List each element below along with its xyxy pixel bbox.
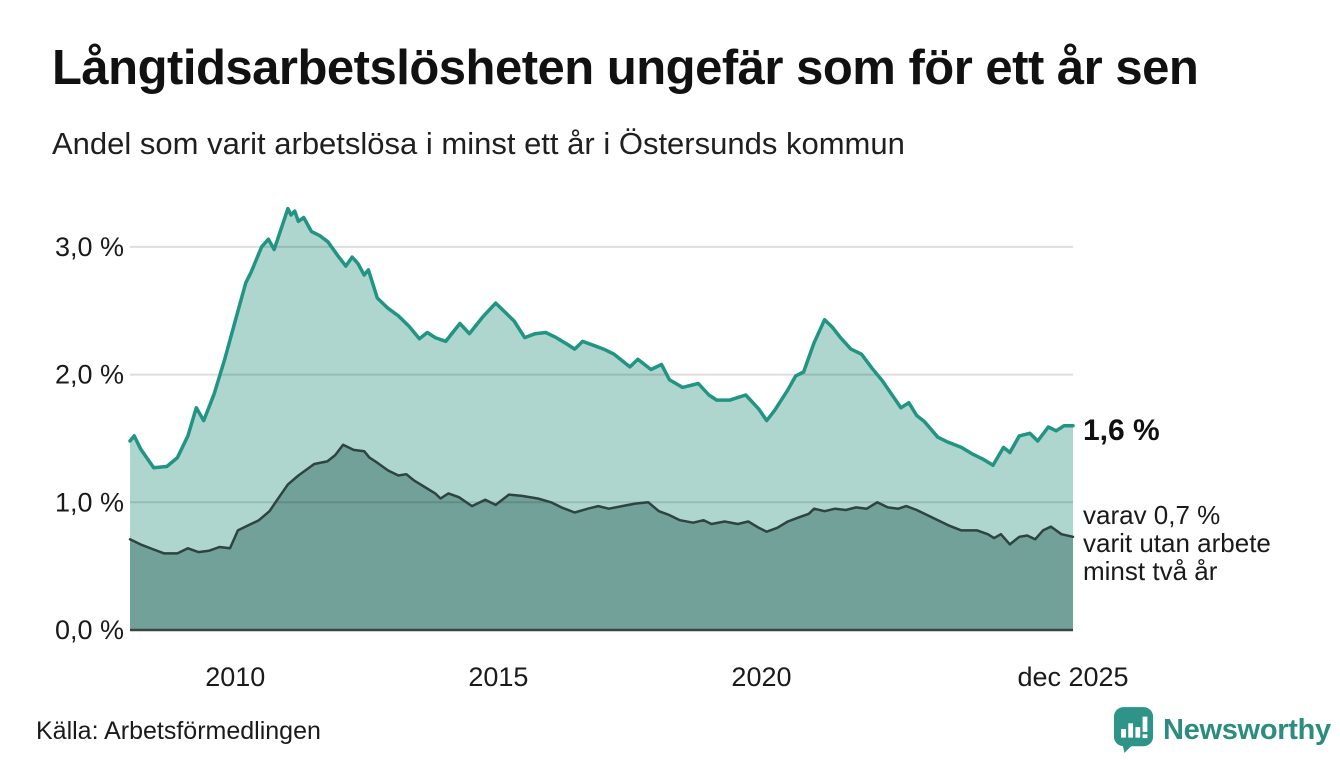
bar-chart-speech-bubble-icon	[1113, 706, 1155, 754]
newsworthy-logo: Newsworthy	[1113, 706, 1331, 754]
source-attribution: Källa: Arbetsförmedlingen	[36, 717, 321, 745]
x-axis-tick-label: 2010	[205, 662, 265, 692]
y-axis-tick-label: 3,0 %	[55, 232, 124, 262]
y-axis-tick-label: 1,0 %	[55, 487, 124, 517]
series-line-1	[128, 443, 1075, 555]
x-axis-tick-label: 2020	[731, 662, 791, 692]
x-axis-tick-label: 2015	[468, 662, 528, 692]
y-axis-tick-label: 2,0 %	[55, 360, 124, 390]
x-axis-tick-label: dec 2025	[1017, 662, 1128, 692]
chart-title: Långtidsarbetslösheten ungefär som för e…	[52, 41, 1199, 95]
newsworthy-wordmark: Newsworthy	[1163, 713, 1331, 746]
y-axis-tick-label: 0,0 %	[55, 615, 124, 645]
area-fill-series-1	[130, 444, 1073, 630]
latest-value-label: 1,6 %	[1083, 414, 1160, 447]
secondary-value-label: varav 0,7 % varit utan arbete minst två …	[1083, 500, 1271, 586]
series-line-0	[128, 206, 1075, 470]
chart-subtitle: Andel som varit arbetslösa i minst ett å…	[52, 126, 905, 161]
